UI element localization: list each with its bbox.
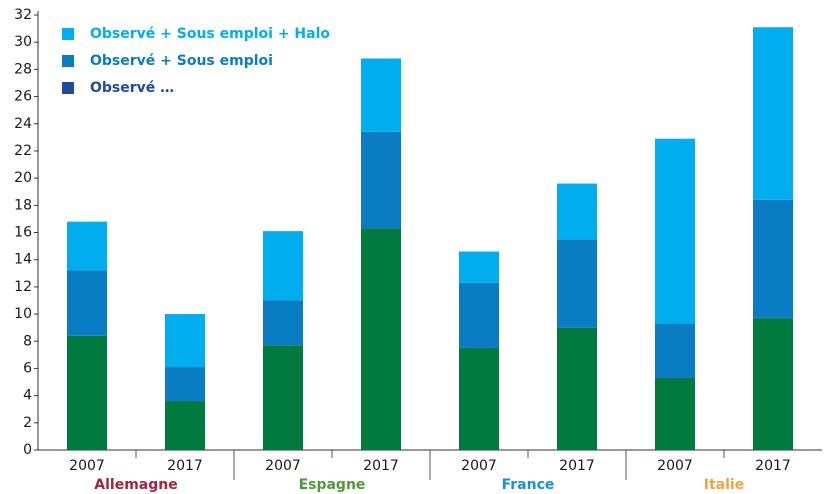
- bar-segment: [67, 335, 107, 450]
- bar-segment: [165, 401, 205, 450]
- bar-segment: [655, 138, 695, 324]
- legend-swatch: [62, 82, 74, 94]
- x-tick-label: 2017: [167, 458, 203, 474]
- y-tick-label: 8: [23, 333, 32, 349]
- y-tick-label: 16: [14, 225, 32, 241]
- y-tick-label: 4: [23, 388, 32, 404]
- y-tick-label: 30: [14, 34, 32, 50]
- y-tick-label: 12: [14, 279, 32, 295]
- legend-label: Observé …: [90, 80, 174, 96]
- x-tick-label: 2017: [559, 458, 595, 474]
- y-tick-label: 28: [14, 61, 32, 77]
- bar-segment: [459, 251, 499, 283]
- group-label: France: [502, 477, 555, 493]
- group-label: Italie: [704, 477, 744, 493]
- bar-segment: [557, 183, 597, 240]
- bar-segment: [655, 377, 695, 450]
- bar-segment: [753, 318, 793, 450]
- y-tick-label: 14: [14, 252, 32, 268]
- bar-segment: [263, 300, 303, 346]
- bar-segment: [263, 231, 303, 301]
- bar-segment: [263, 345, 303, 450]
- bar-segment: [165, 314, 205, 368]
- bar-segment: [361, 131, 401, 229]
- legend-label: Observé + Sous emploi + Halo: [90, 26, 330, 42]
- y-tick-label: 10: [14, 306, 32, 322]
- bar-segment: [67, 221, 107, 271]
- y-tick-label: 2: [23, 415, 32, 431]
- bar-segment: [753, 199, 793, 319]
- y-tick-label: 22: [14, 143, 32, 159]
- group-label: Espagne: [299, 477, 366, 493]
- y-tick-label: 26: [14, 89, 32, 105]
- y-tick-label: 18: [14, 197, 32, 213]
- x-tick-label: 2007: [265, 458, 301, 474]
- y-tick-label: 0: [23, 442, 32, 458]
- legend-label: Observé + Sous emploi: [90, 53, 273, 69]
- x-tick-label: 2007: [69, 458, 105, 474]
- y-tick-label: 20: [14, 170, 32, 186]
- bar-segment: [361, 228, 401, 450]
- bar-segment: [361, 58, 401, 132]
- y-tick-label: 32: [14, 7, 32, 23]
- y-tick-label: 6: [23, 360, 32, 376]
- x-tick-label: 2007: [461, 458, 497, 474]
- x-tick-label: 2017: [755, 458, 791, 474]
- y-tick-label: 24: [14, 116, 32, 132]
- group-label: Allemagne: [94, 477, 177, 493]
- x-tick-label: 2007: [657, 458, 693, 474]
- legend-swatch: [62, 55, 74, 67]
- bar-segment: [557, 239, 597, 328]
- legend-swatch: [62, 28, 74, 40]
- bar-segment: [67, 270, 107, 336]
- bar-segment: [459, 282, 499, 349]
- bar-segment: [753, 27, 793, 200]
- bar-segment: [557, 327, 597, 450]
- bar-segment: [459, 348, 499, 450]
- bar-segment: [655, 323, 695, 378]
- x-tick-label: 2017: [363, 458, 399, 474]
- bar-segment: [165, 367, 205, 402]
